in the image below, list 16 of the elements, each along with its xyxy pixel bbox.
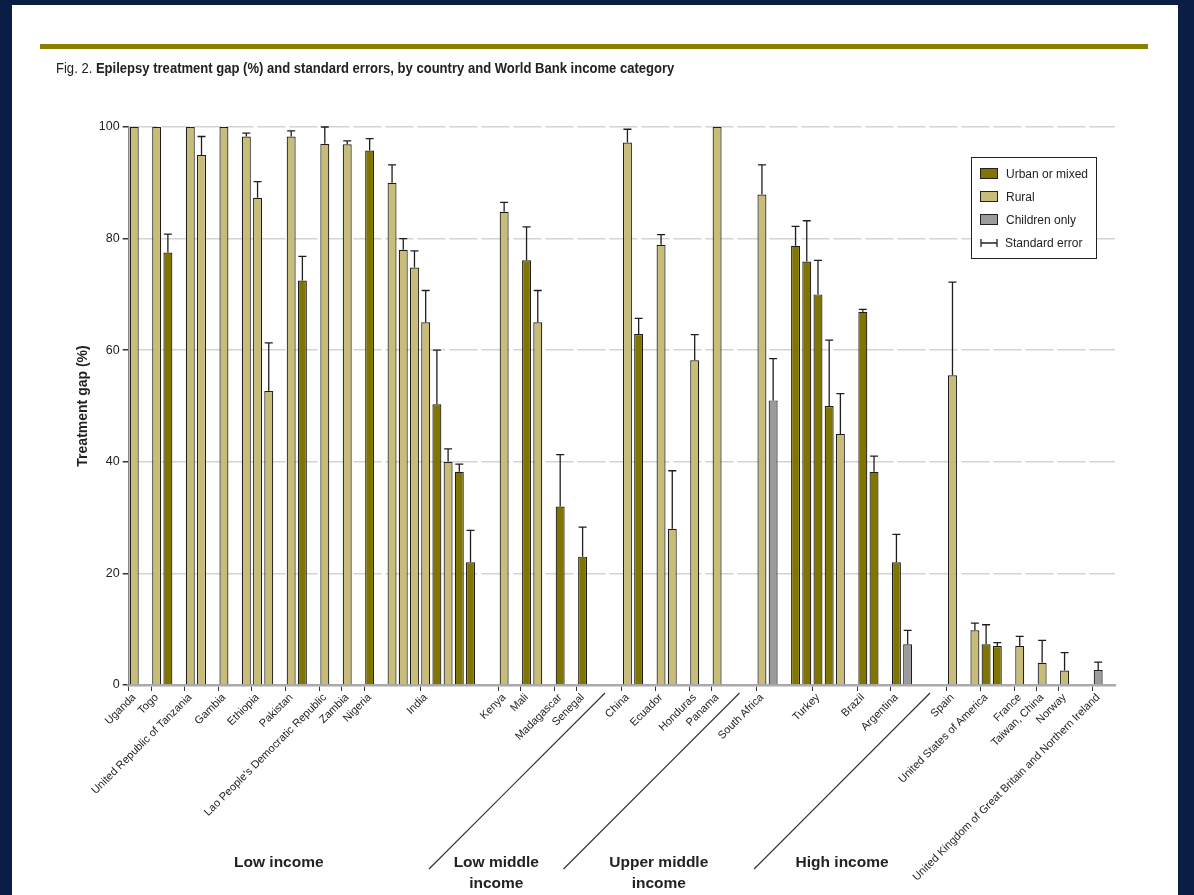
annotation: Standard error: [1005, 235, 1083, 250]
text: Low middle income: [453, 852, 539, 893]
legend-label: Urban or mixed: [1006, 166, 1089, 181]
y-tick-label: 0: [112, 677, 120, 692]
text: Low income: [234, 852, 324, 872]
text: High income: [795, 852, 889, 872]
chart-title: Fig. 2. Epilepsy treatment gap (%) and standard errors, by country and World Bank income category: [56, 60, 675, 76]
legend-label: Children only: [1006, 212, 1077, 227]
legend-label: Rural: [1006, 189, 1035, 204]
y-tick-label: 100: [98, 119, 120, 134]
y-tick-label: 60: [105, 342, 120, 357]
text: Upper middle income: [609, 852, 709, 893]
y-axis-title: Treatment gap (%): [74, 345, 91, 467]
y-tick-label: 80: [105, 231, 120, 246]
y-tick-label: 20: [105, 565, 120, 580]
y-tick-label: 40: [105, 454, 120, 469]
